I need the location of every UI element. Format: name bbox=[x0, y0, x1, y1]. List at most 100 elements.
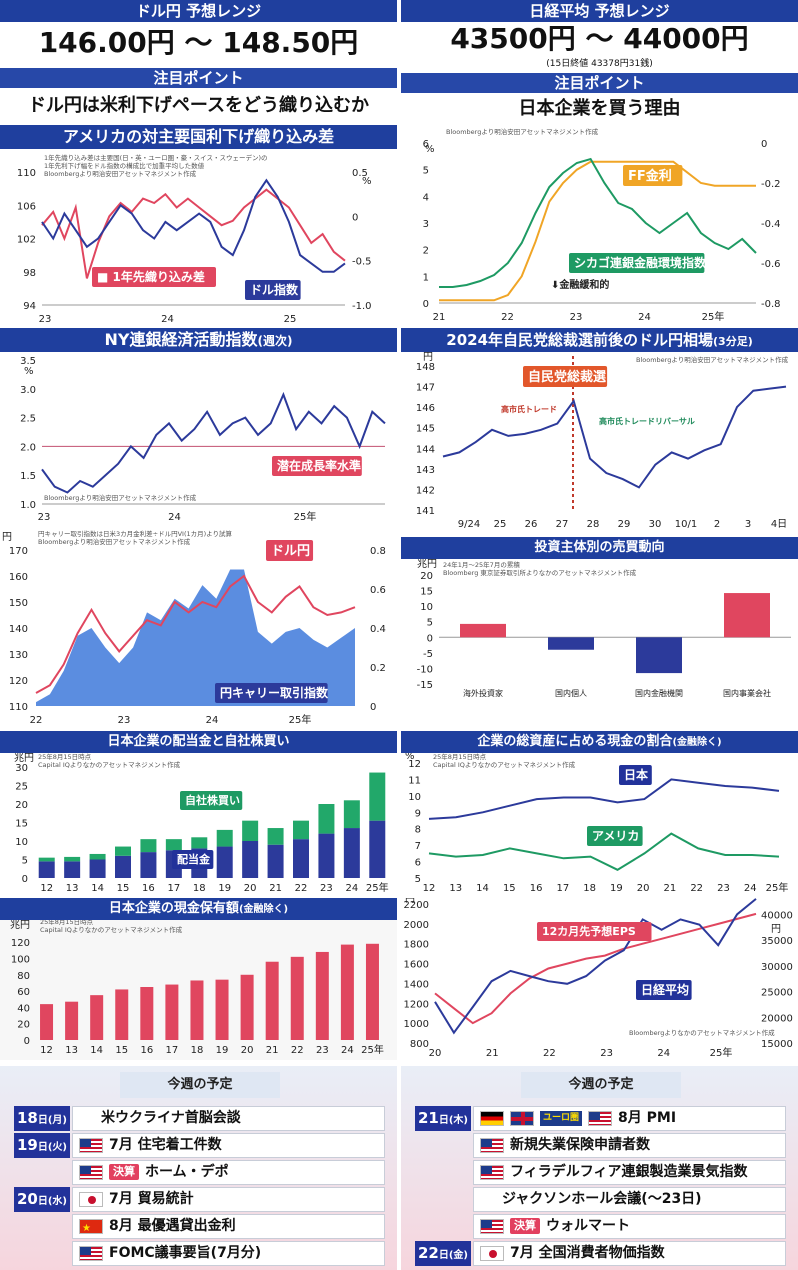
cash-ratio-source-1: Capital IQよりなかのアセットマネジメント作成 bbox=[433, 760, 576, 769]
dividends-bar-0-1 bbox=[64, 861, 81, 878]
investor-category-3: 国内事業会社 bbox=[723, 688, 771, 698]
flag-jp-icon bbox=[480, 1245, 504, 1261]
ldp-series-0 bbox=[442, 385, 787, 489]
flag-eurozone-icon: ユーロ圏 bbox=[540, 1110, 583, 1126]
dividends-category-1: 13 bbox=[66, 883, 79, 894]
flag-us-icon bbox=[480, 1218, 504, 1234]
ny-fed-title-suffix: (週次) bbox=[257, 334, 293, 348]
day-number: 18 bbox=[16, 1109, 38, 1127]
eps-yright-unit: 円 bbox=[771, 924, 781, 935]
chart-rate-diff: 1年先織り込み差は主要国(日・英・ユーロ圏・豪・スイス・スウェーデン)の 1年先利… bbox=[0, 150, 397, 325]
event-text: 7月 全国消費者物価指数 bbox=[510, 1245, 665, 1261]
cash-holdings-bar-13 bbox=[365, 943, 379, 1040]
day-number: 22 bbox=[417, 1244, 439, 1262]
chart-investor-title: 投資主体別の売買動向 bbox=[401, 537, 798, 559]
rate-diff-series-0 bbox=[41, 188, 346, 279]
ldp-x-tick-2: 26 bbox=[525, 519, 538, 530]
eps-yleft-tick-4: 1400 bbox=[404, 979, 429, 990]
schedule-left-day-0: 18日(月) bbox=[14, 1106, 70, 1131]
cash-ratio-legend-0-box bbox=[619, 765, 652, 785]
cash-holdings-category-11: 23 bbox=[316, 1045, 329, 1056]
investor-source-0: 24年1月～25年7月の累積 bbox=[443, 560, 520, 569]
rate-diff-yright-tick-1: 0 bbox=[352, 212, 358, 223]
dividends-category-0: 12 bbox=[40, 883, 53, 894]
ldp-y-tick-4: 144 bbox=[416, 444, 435, 455]
eps-yleft-tick-6: 1000 bbox=[404, 1019, 429, 1030]
investor-bar-1 bbox=[548, 637, 594, 650]
cash-ratio-x-tick-7: 19 bbox=[610, 883, 623, 894]
carry-legend-1-box bbox=[215, 683, 328, 703]
day-weekday: 日(金) bbox=[438, 1250, 468, 1261]
ldp-y-tick-3: 145 bbox=[416, 424, 435, 435]
ldp-source: Bloombergより明治安田アセットマネジメント作成 bbox=[636, 355, 789, 364]
cash-ratio-title-text: 企業の総資産に占める現金の割合 bbox=[477, 734, 673, 749]
ny-fed-title-text: NY連銀経済活動指数 bbox=[104, 330, 258, 349]
ff-rate-x-tick-0: 21 bbox=[433, 312, 446, 323]
rate-diff-legend-1-box bbox=[245, 280, 301, 300]
day-number: 21 bbox=[417, 1109, 439, 1127]
flag-us-icon bbox=[79, 1164, 103, 1180]
ny-fed-source: Bloombergより明治安田アセットマネジメント作成 bbox=[44, 493, 197, 502]
ff-rate-yright-tick-3: -0.6 bbox=[761, 259, 781, 270]
cash-holdings-bar-3 bbox=[115, 989, 129, 1040]
dividends-y-tick-5: 5 bbox=[22, 856, 28, 867]
eps-x-tick-1: 21 bbox=[486, 1048, 499, 1059]
investor-y-tick-7: -15 bbox=[417, 680, 433, 691]
cash-ratio-y-tick-7: 5 bbox=[415, 874, 421, 885]
schedule-left-event-5: FOMC議事要旨(7月分) bbox=[72, 1241, 385, 1266]
dividends-category-2: 14 bbox=[91, 883, 104, 894]
usdjpy-focus-label: 注目ポイント bbox=[0, 68, 397, 88]
cash-holdings-y-tick-2: 80 bbox=[17, 971, 30, 982]
rate-diff-yright-tick-0: 0.5 bbox=[352, 168, 368, 179]
cash-ratio-x-tick-1: 13 bbox=[449, 883, 462, 894]
eps-yleft-tick-7: 800 bbox=[410, 1039, 429, 1050]
dividends-legend-1: 自社株買い bbox=[185, 793, 240, 807]
ny-fed-reference-label: 潜在成長率水準 bbox=[277, 458, 361, 473]
ldp-title-suffix: (3分足) bbox=[713, 335, 753, 348]
ff-rate-legend-0: FF金利 bbox=[628, 168, 672, 184]
ldp-annotation-0: 自民党総裁選 bbox=[528, 369, 606, 385]
chart-ff-rate: Bloombergより明治安田アセットマネジメント作成 6 5 4 3 2 1 0% 0 -0.2… bbox=[401, 125, 798, 325]
schedule-right-event-1: 新規失業保険申請者数 bbox=[473, 1133, 786, 1158]
carry-yright-tick-1: 0.6 bbox=[370, 585, 386, 596]
cash-ratio-legend-1: アメリカ bbox=[592, 829, 639, 843]
dividends-category-13: 25年 bbox=[366, 881, 389, 894]
cash-ratio-y-tick-6: 6 bbox=[415, 858, 421, 869]
carry-yleft-unit: 円 bbox=[2, 532, 12, 543]
ff-rate-legend-1: シカゴ連銀金融環境指数 bbox=[574, 255, 707, 270]
flag-us-icon bbox=[79, 1245, 103, 1261]
cash-holdings-category-4: 16 bbox=[140, 1045, 153, 1056]
schedule-left-title: 今週の予定 bbox=[120, 1072, 280, 1098]
investor-y-tick-3: 5 bbox=[427, 618, 433, 629]
day-weekday: 日(火) bbox=[37, 1142, 67, 1153]
eps-x-tick-5: 25年 bbox=[710, 1046, 733, 1059]
ff-rate-annotation: ⬇金融緩和的 bbox=[551, 278, 609, 291]
eps-yleft-tick-2: 1800 bbox=[404, 940, 429, 951]
dividends-y-tick-0: 30 bbox=[15, 763, 28, 774]
dividends-bar-1-3 bbox=[115, 846, 131, 856]
carry-yright-tick-0: 0.8 bbox=[370, 546, 386, 557]
earnings-badge: 決算 bbox=[109, 1164, 139, 1180]
cash-holdings-y-tick-6: 0 bbox=[24, 1036, 30, 1047]
investor-category-1: 国内個人 bbox=[555, 688, 587, 698]
rate-diff-x-tick-0: 23 bbox=[39, 314, 52, 325]
schedule-right-title: 今週の予定 bbox=[521, 1072, 681, 1098]
ldp-annotation-2: 高市氏トレードリバーサル bbox=[599, 416, 695, 426]
investor-y-unit: 兆円 bbox=[417, 559, 437, 570]
dividends-bar-0-13 bbox=[369, 820, 386, 878]
ldp-x-tick-1: 25 bbox=[494, 519, 507, 530]
eps-legend-0: 12カ月先予想EPS bbox=[542, 924, 636, 938]
dividends-bar-0-8 bbox=[242, 841, 259, 878]
cash-holdings-y-tick-0: 120 bbox=[11, 938, 30, 949]
cash-holdings-source-1: Capital IQよりなかのアセットマネジメント作成 bbox=[40, 925, 183, 934]
cash-holdings-y-tick-1: 100 bbox=[11, 954, 30, 965]
cash-ratio-x-tick-13: 25年 bbox=[766, 881, 789, 894]
dividends-bar-0-2 bbox=[89, 859, 106, 878]
rate-diff-yleft-tick-0: 110 bbox=[17, 168, 36, 179]
ff-rate-legend-1-box bbox=[569, 253, 705, 273]
rate-diff-source-0: 1年先織り込み差は主要国(日・英・ユーロ圏・豪・スイス・スウェーデン)の bbox=[44, 153, 268, 162]
cash-ratio-x-tick-3: 15 bbox=[503, 883, 516, 894]
dividends-category-4: 16 bbox=[142, 883, 155, 894]
chart-eps: 2200 2000 1800 1600 1400 1200 1000 800 円 40000 350… bbox=[401, 898, 798, 1060]
dividends-y-unit: 兆円 bbox=[14, 753, 34, 764]
